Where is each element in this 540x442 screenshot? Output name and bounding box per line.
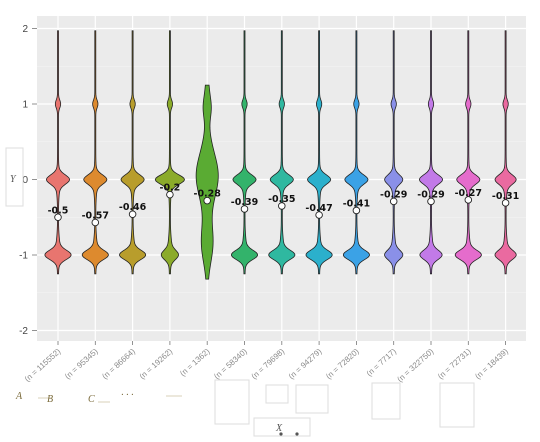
mean-label: -0.35 xyxy=(268,194,295,205)
mean-point xyxy=(240,205,249,213)
mean-label: -0.46 xyxy=(119,202,147,213)
violin-13 xyxy=(494,30,517,275)
mean-point xyxy=(501,199,510,207)
violin-6 xyxy=(231,30,258,275)
category-letter: B xyxy=(47,394,53,405)
violin-9 xyxy=(342,30,370,275)
y-tick-label: 1 xyxy=(22,100,28,111)
mean-point xyxy=(315,211,323,219)
category-letter: A xyxy=(15,391,23,402)
mean-label: -0.29 xyxy=(417,189,444,200)
mean-label: -0.57 xyxy=(82,211,109,222)
violin-10 xyxy=(384,30,404,275)
mean-point xyxy=(203,196,211,205)
mean-point xyxy=(54,213,62,221)
mean-label: -0.41 xyxy=(343,198,370,209)
mean-label: -0.29 xyxy=(380,189,407,200)
mean-point xyxy=(91,218,100,227)
violin-12 xyxy=(454,30,482,275)
annotation-box xyxy=(371,382,401,420)
y-tick-label: -2 xyxy=(19,326,28,337)
violin-3 xyxy=(119,30,147,275)
mean-point xyxy=(427,197,435,206)
mean-label: -0.27 xyxy=(455,188,482,199)
mean-point xyxy=(128,210,137,218)
mean-point xyxy=(278,202,286,210)
x-tick-label: (n = 79698) xyxy=(250,347,287,381)
x-tick-label: (n = 86664) xyxy=(100,347,137,381)
x-axis-title: X xyxy=(275,423,283,434)
mean-label: -0.31 xyxy=(492,191,519,202)
mean-point xyxy=(389,197,398,206)
violin-2 xyxy=(81,30,109,275)
violin-1 xyxy=(44,30,72,275)
annotation-box xyxy=(439,382,475,428)
x-axis-title-box xyxy=(253,417,311,437)
x-tick-label: (n = 94279) xyxy=(287,347,324,381)
x-tick-label: (n = 1362) xyxy=(178,347,212,378)
mean-markers: -0.5 -0.57 -0.46 -0.2 -0.28 -0.39 -0.35 -0.47 -0… xyxy=(48,183,519,227)
x-tick-label: (n = 72731) xyxy=(436,347,473,381)
x-tick-label: (n = 95345) xyxy=(63,347,100,381)
x-tick-label: (n = 18439) xyxy=(473,347,510,381)
x-tick-label: (n = 72820) xyxy=(324,347,361,381)
violin-11 xyxy=(418,30,444,275)
x-tick-label: (n = 19262) xyxy=(138,347,175,381)
annotation-box xyxy=(265,384,289,404)
violins xyxy=(44,30,517,280)
mean-label: -0.47 xyxy=(305,203,332,214)
mean-label: -0.5 xyxy=(48,205,69,216)
y-tick-label: 2 xyxy=(22,24,28,35)
x-tick-label: (n = 7717) xyxy=(365,347,399,378)
y-axis-title-box xyxy=(5,147,24,207)
annotation-box xyxy=(214,379,250,425)
y-tick-label: -1 xyxy=(19,251,28,262)
mean-label: -0.39 xyxy=(231,197,258,208)
violin-8 xyxy=(305,30,333,275)
category-letter: C xyxy=(88,394,95,405)
x-tick-label: (n = 322750) xyxy=(395,347,435,384)
y-axis-ticks: -2 -1 0 1 2 xyxy=(19,24,37,337)
y-axis-title: Y xyxy=(10,174,17,185)
violin-5 xyxy=(195,84,219,280)
x-axis-title-dot xyxy=(279,432,283,436)
category-letter: · · · xyxy=(121,390,134,401)
x-tick-label: (n = 58340) xyxy=(212,347,249,381)
x-axis-title-dot xyxy=(295,432,299,436)
mean-label: -0.28 xyxy=(194,189,222,200)
mean-label: -0.2 xyxy=(160,183,181,194)
annotation-box xyxy=(295,384,329,414)
bottom-annotations xyxy=(38,379,475,428)
y-tick-label: 0 xyxy=(22,175,28,186)
x-tick-label: (n = 115552) xyxy=(23,347,63,384)
mean-point xyxy=(464,196,473,204)
x-axis-ticks: (n = 115552) (n = 95345) (n = 86664) (n = 1… xyxy=(23,341,510,384)
violin-7 xyxy=(268,30,296,275)
mean-point xyxy=(352,206,361,215)
mean-point xyxy=(166,190,174,199)
